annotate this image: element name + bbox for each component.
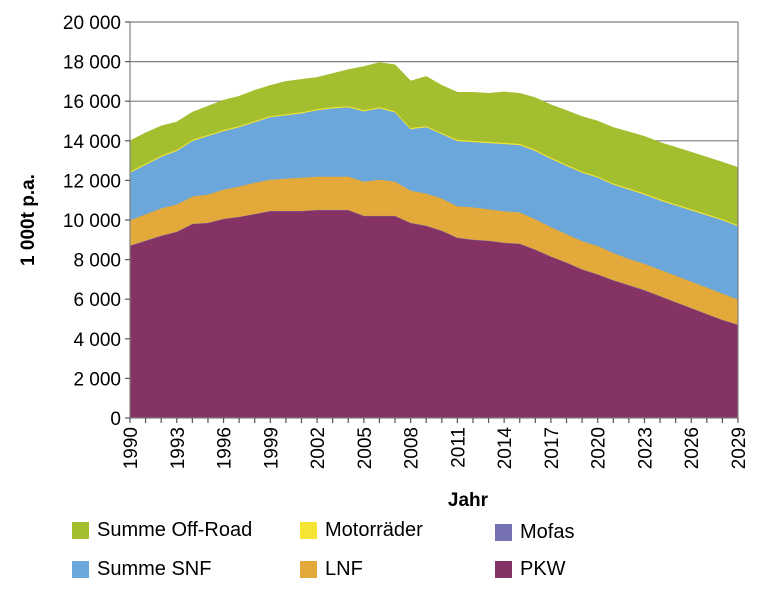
x-tick-label: 2020: [589, 427, 610, 469]
x-tick-label: 2014: [495, 427, 516, 470]
legend-item-lnf: LNF: [300, 558, 363, 581]
y-tick-label: 8 000: [73, 251, 121, 272]
x-axis-title: Jahr: [448, 490, 489, 511]
x-tick-label: 2011: [448, 427, 469, 468]
y-tick-label: 20 000: [63, 13, 121, 34]
legend-item-pkw: PKW: [495, 558, 566, 581]
y-tick-label: 4 000: [73, 330, 121, 351]
x-tick-label: 2002: [308, 427, 329, 469]
legend: Summe Off-Road Motorräder Mofas Summe SN…: [72, 515, 632, 595]
x-tick-label: 2017: [542, 427, 563, 469]
legend-swatch: [495, 524, 512, 541]
legend-label: Summe SNF: [97, 558, 212, 580]
legend-swatch: [300, 522, 317, 539]
x-tick-label: 1996: [215, 427, 236, 469]
x-tick-labels: 1990 1993 1996 1999 2002 2005 2008 2011 2014 2017…: [121, 427, 750, 470]
legend-item-off-road: Summe Off-Road: [72, 519, 252, 542]
y-tick-label: 18 000: [63, 53, 121, 74]
legend-label: LNF: [325, 558, 363, 580]
y-tick-label: 2 000: [73, 369, 121, 390]
legend-label: PKW: [520, 558, 566, 580]
y-axis-title: 1 000t p.a.: [18, 174, 39, 266]
y-tick-labels: 0 2 000 4 000 6 000 8 000 10 000 12 000 14 000 1…: [63, 13, 121, 430]
legend-label: Summe Off-Road: [97, 519, 253, 541]
x-tick-label: 2029: [729, 427, 750, 469]
legend-item-mofas: Mofas: [495, 521, 574, 544]
x-tick-label: 2026: [682, 427, 703, 469]
axes: [125, 21, 739, 423]
x-tick-label: 2023: [635, 427, 656, 469]
y-tick-label: 10 000: [63, 211, 121, 232]
legend-swatch: [300, 561, 317, 578]
y-tick-label: 14 000: [63, 132, 121, 153]
x-tick-label: 2005: [355, 427, 376, 469]
x-tick-label: 2008: [402, 427, 423, 469]
legend-label: Motorräder: [325, 519, 423, 541]
area-series-group: [129, 62, 739, 419]
legend-label: Mofas: [520, 521, 575, 543]
x-tick-label: 1993: [168, 427, 189, 469]
x-tick-label: 1999: [261, 427, 282, 469]
y-tick-label: 12 000: [63, 171, 121, 192]
legend-item-snf: Summe SNF: [72, 558, 211, 581]
y-tick-label: 16 000: [63, 92, 121, 113]
legend-item-motorraeder: Motorräder: [300, 519, 423, 542]
y-tick-label: 0: [110, 409, 121, 430]
legend-swatch: [495, 561, 512, 578]
legend-swatch: [72, 522, 89, 539]
x-tick-label: 1990: [121, 427, 142, 469]
legend-swatch: [72, 561, 89, 578]
y-tick-label: 6 000: [73, 290, 121, 311]
